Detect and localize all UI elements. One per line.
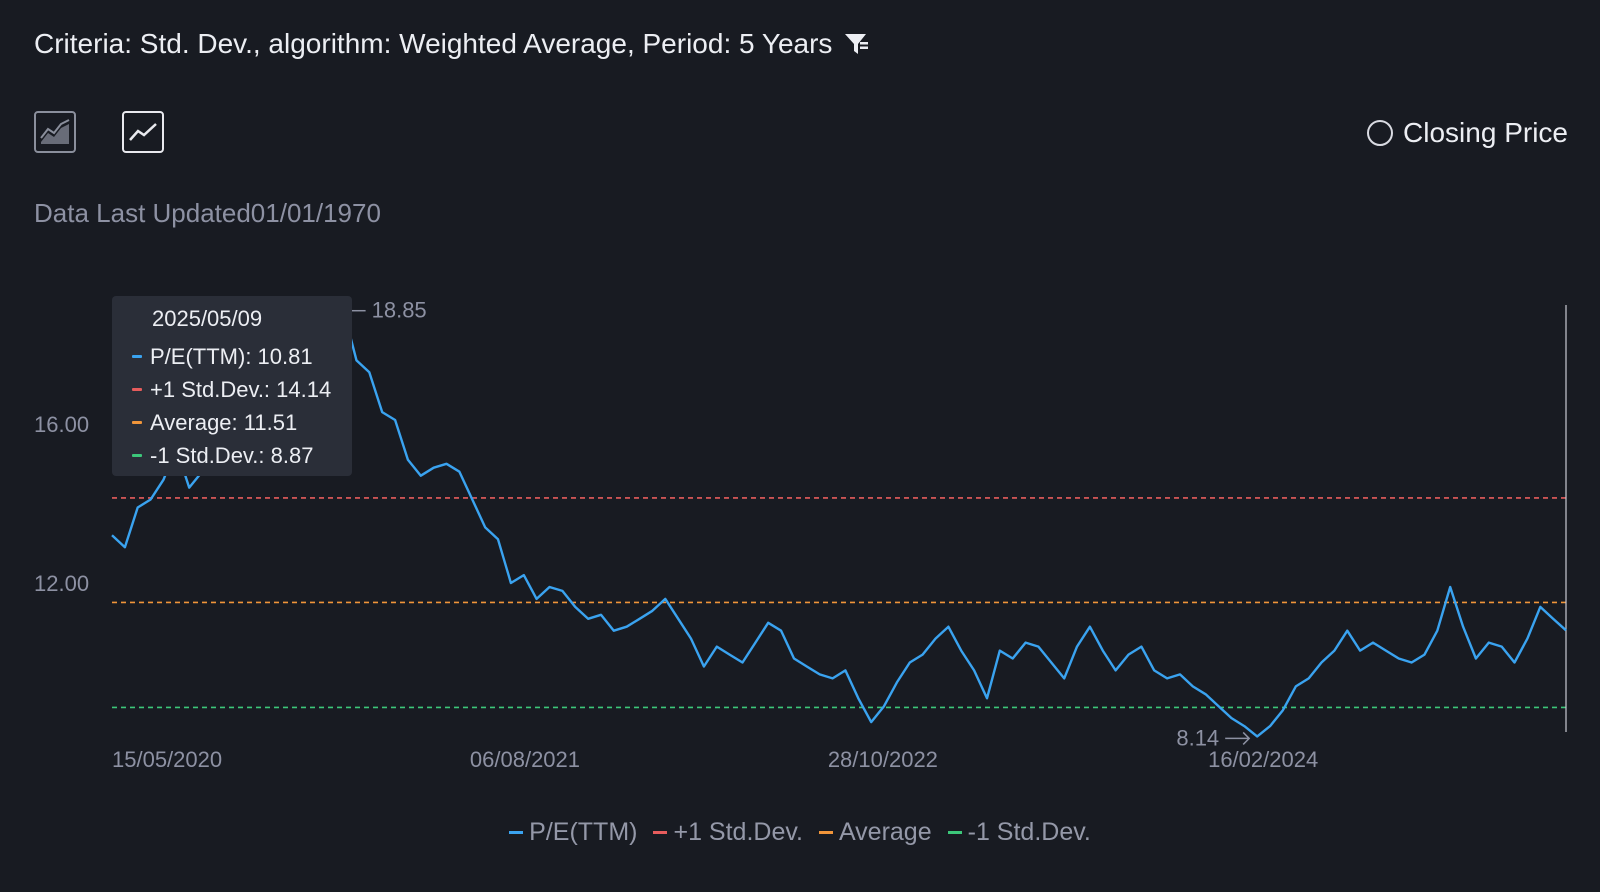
legend-swatch: [947, 831, 962, 834]
legend-swatch: [509, 831, 524, 834]
y-tick-label: 16.00: [34, 412, 89, 437]
legend-item-minus-std[interactable]: -1 Std.Dev.: [947, 818, 1091, 847]
x-tick-label: 16/02/2024: [1208, 747, 1318, 772]
tooltip-swatch: [132, 421, 142, 424]
tooltip-row-label: +1 Std.Dev.: 14.14: [150, 376, 332, 402]
chart-tooltip: 2025/05/09 P/E(TTM): 10.81 +1 Std.Dev.: …: [112, 296, 352, 476]
chart-legend: P/E(TTM) +1 Std.Dev. Average -1 Std.Dev.: [0, 818, 1600, 847]
legend-swatch: [818, 831, 833, 834]
line-chart-button[interactable]: [122, 111, 164, 153]
closing-price-label: Closing Price: [1403, 117, 1568, 148]
criteria-text: Criteria: Std. Dev., algorithm: Weighted…: [34, 28, 833, 59]
tooltip-row-average: Average: 11.51: [132, 406, 352, 439]
x-tick-label: 15/05/2020: [112, 747, 222, 772]
data-last-updated: Data Last Updated01/01/1970: [34, 198, 381, 228]
series-line-pe: [111, 309, 1567, 738]
tooltip-row-minus-std: -1 Std.Dev.: 8.87: [132, 439, 352, 472]
line-chart-icon: [129, 123, 157, 141]
legend-item-plus-std[interactable]: +1 Std.Dev.: [653, 818, 803, 847]
legend-item-average[interactable]: Average: [818, 818, 932, 847]
legend-label: +1 Std.Dev.: [673, 818, 803, 846]
radio-circle-icon[interactable]: [1367, 120, 1394, 146]
tooltip-row-pe: P/E(TTM): 10.81: [132, 340, 352, 373]
tooltip-swatch: [132, 454, 142, 457]
closing-price-toggle[interactable]: Closing Price: [1367, 117, 1568, 149]
tooltip-row-label: -1 Std.Dev.: 8.87: [150, 442, 314, 468]
x-tick-label: 28/10/2022: [828, 747, 938, 772]
legend-swatch: [653, 831, 668, 834]
area-chart-icon: [40, 119, 70, 144]
legend-label: Average: [838, 818, 932, 846]
max-value-label: 18.85: [372, 298, 427, 323]
tooltip-row-label: P/E(TTM): 10.81: [150, 343, 313, 369]
area-chart-button[interactable]: [34, 111, 76, 153]
tooltip-row-plus-std: +1 Std.Dev.: 14.14: [132, 373, 352, 406]
tooltip-swatch: [132, 388, 142, 391]
legend-label: P/E(TTM): [529, 818, 638, 846]
tooltip-swatch: [132, 355, 142, 358]
tooltip-row-label: Average: 11.51: [150, 409, 298, 435]
criteria-header: Criteria: Std. Dev., algorithm: Weighted…: [34, 28, 870, 60]
legend-item-pe[interactable]: P/E(TTM): [509, 818, 637, 847]
y-tick-label: 12.00: [34, 571, 89, 596]
filter-icon[interactable]: [842, 30, 870, 58]
legend-label: -1 Std.Dev.: [967, 818, 1091, 846]
min-marker: [1225, 731, 1251, 745]
x-tick-label: 06/08/2021: [470, 747, 580, 772]
min-value-label: 8.14: [1176, 725, 1219, 750]
tooltip-date: 2025/05/09: [152, 306, 263, 331]
